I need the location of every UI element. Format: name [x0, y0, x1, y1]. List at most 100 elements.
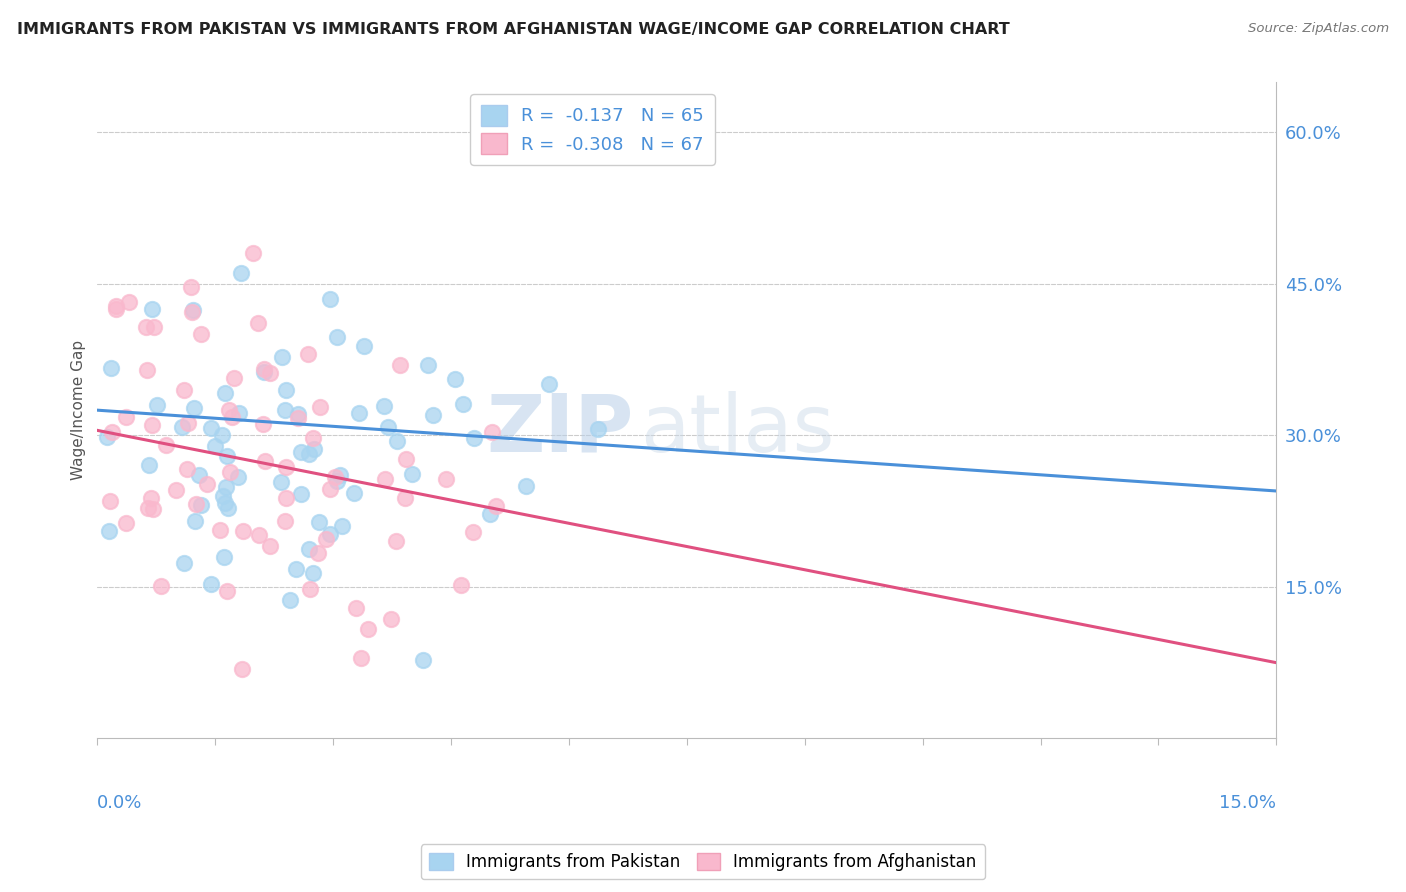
Point — [115, 516, 138, 530]
Point — [276, 460, 298, 475]
Point — [302, 431, 325, 445]
Point — [319, 527, 342, 541]
Point — [380, 612, 402, 626]
Point — [461, 524, 484, 539]
Point — [200, 421, 222, 435]
Point — [146, 398, 169, 412]
Point — [221, 410, 243, 425]
Point — [181, 302, 204, 317]
Point — [347, 406, 370, 420]
Point — [586, 422, 609, 436]
Point — [538, 376, 561, 391]
Point — [228, 406, 250, 420]
Point — [326, 474, 349, 488]
Point — [270, 475, 292, 489]
Point — [100, 361, 122, 376]
Point — [224, 371, 246, 385]
Point — [323, 470, 346, 484]
Point — [308, 401, 330, 415]
Point — [422, 408, 444, 422]
Point — [218, 402, 240, 417]
Point — [229, 266, 252, 280]
Point — [215, 480, 238, 494]
Point — [325, 330, 347, 344]
Point — [259, 366, 281, 380]
Point — [451, 396, 474, 410]
Point — [200, 577, 222, 591]
Point — [215, 449, 238, 463]
Point — [136, 501, 159, 516]
Point — [195, 476, 218, 491]
Point — [274, 491, 297, 505]
Point — [278, 593, 301, 607]
Point — [183, 401, 205, 415]
Point — [319, 293, 342, 307]
Point — [170, 420, 193, 434]
Point — [253, 362, 276, 376]
Point — [155, 438, 177, 452]
Point — [284, 561, 307, 575]
Point — [416, 358, 439, 372]
Point — [308, 515, 330, 529]
Point — [232, 524, 254, 538]
Point — [412, 653, 434, 667]
Point — [287, 407, 309, 421]
Point — [344, 601, 367, 615]
Point — [343, 486, 366, 500]
Point — [298, 447, 321, 461]
Point — [353, 339, 375, 353]
Point — [274, 384, 297, 398]
Point — [287, 410, 309, 425]
Point — [104, 299, 127, 313]
Point — [297, 347, 319, 361]
Point — [142, 319, 165, 334]
Point — [138, 458, 160, 473]
Point — [105, 301, 128, 316]
Point — [176, 462, 198, 476]
Text: 15.0%: 15.0% — [1219, 794, 1277, 812]
Point — [219, 465, 242, 479]
Point — [298, 542, 321, 557]
Point — [373, 400, 395, 414]
Point — [247, 528, 270, 542]
Point — [98, 524, 121, 538]
Point — [217, 500, 239, 515]
Point — [184, 514, 207, 528]
Point — [101, 425, 124, 439]
Point — [136, 363, 159, 377]
Point — [215, 583, 238, 598]
Point — [479, 507, 502, 521]
Point — [450, 578, 472, 592]
Point — [176, 416, 198, 430]
Point — [273, 514, 295, 528]
Point — [214, 385, 236, 400]
Point — [246, 317, 269, 331]
Point — [180, 305, 202, 319]
Point — [394, 491, 416, 506]
Point — [204, 438, 226, 452]
Point — [377, 419, 399, 434]
Point — [298, 582, 321, 596]
Point — [190, 326, 212, 341]
Point — [115, 409, 138, 424]
Point — [252, 365, 274, 379]
Text: IMMIGRANTS FROM PAKISTAN VS IMMIGRANTS FROM AFGHANISTAN WAGE/INCOME GAP CORRELAT: IMMIGRANTS FROM PAKISTAN VS IMMIGRANTS F… — [17, 22, 1010, 37]
Point — [214, 550, 236, 565]
Point — [357, 622, 380, 636]
Point — [350, 650, 373, 665]
Point — [315, 532, 337, 546]
Text: Source: ZipAtlas.com: Source: ZipAtlas.com — [1249, 22, 1389, 36]
Point — [385, 534, 408, 549]
Point — [515, 479, 537, 493]
Point — [374, 472, 396, 486]
Point — [319, 482, 342, 496]
Point — [141, 417, 163, 432]
Point — [98, 493, 121, 508]
Point — [302, 566, 325, 581]
Point — [290, 444, 312, 458]
Point — [212, 489, 235, 503]
Point — [165, 483, 187, 497]
Point — [180, 280, 202, 294]
Point — [141, 301, 163, 316]
Point — [141, 491, 163, 505]
